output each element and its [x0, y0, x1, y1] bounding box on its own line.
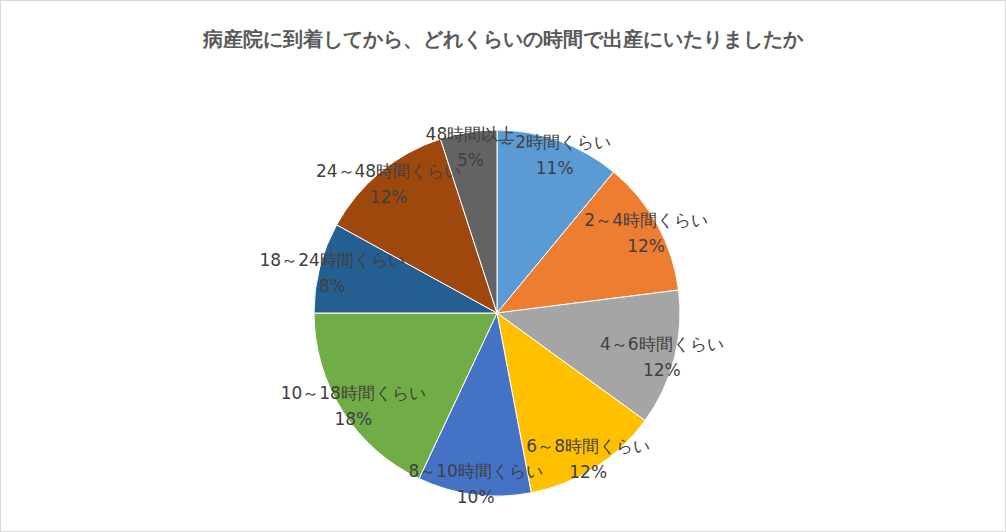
- category-label: 6～8時間くらい: [526, 436, 650, 456]
- data-label: 12%: [370, 187, 408, 207]
- data-label: 12%: [627, 236, 665, 256]
- category-label: 10～18時間くらい: [281, 383, 426, 403]
- data-label: 10%: [457, 487, 495, 507]
- slice: [440, 130, 497, 313]
- category-label: 2～4時間くらい: [584, 210, 708, 230]
- category-label: 8～10時間くらい: [408, 461, 542, 481]
- data-label: 8%: [319, 276, 346, 296]
- category-label: 18～24時間くらい: [260, 250, 405, 270]
- slice: [497, 172, 679, 313]
- pie: [314, 130, 680, 496]
- data-label: 11%: [536, 158, 574, 178]
- category-label: 4～6時間くらい: [600, 334, 724, 354]
- data-label: 12%: [569, 462, 607, 482]
- title: 病産院に到着してから、どれくらいの時間で出産にいたりましたか: [202, 27, 804, 51]
- data-label: 5%: [457, 150, 484, 170]
- labels: ～2時間くらい11%2～4時間くらい12%4～6時間くらい12%6～8時間くらい…: [260, 124, 724, 507]
- category-label: 24～48時間くらい: [316, 161, 461, 181]
- data-label: 12%: [643, 360, 681, 380]
- data-label: 18%: [334, 409, 372, 429]
- background: [1, 1, 1006, 532]
- chart: 病産院に到着してから、どれくらいの時間で出産にいたりましたか～2時間くらい11%…: [0, 0, 1006, 532]
- category-label: 48時間以上: [426, 124, 516, 144]
